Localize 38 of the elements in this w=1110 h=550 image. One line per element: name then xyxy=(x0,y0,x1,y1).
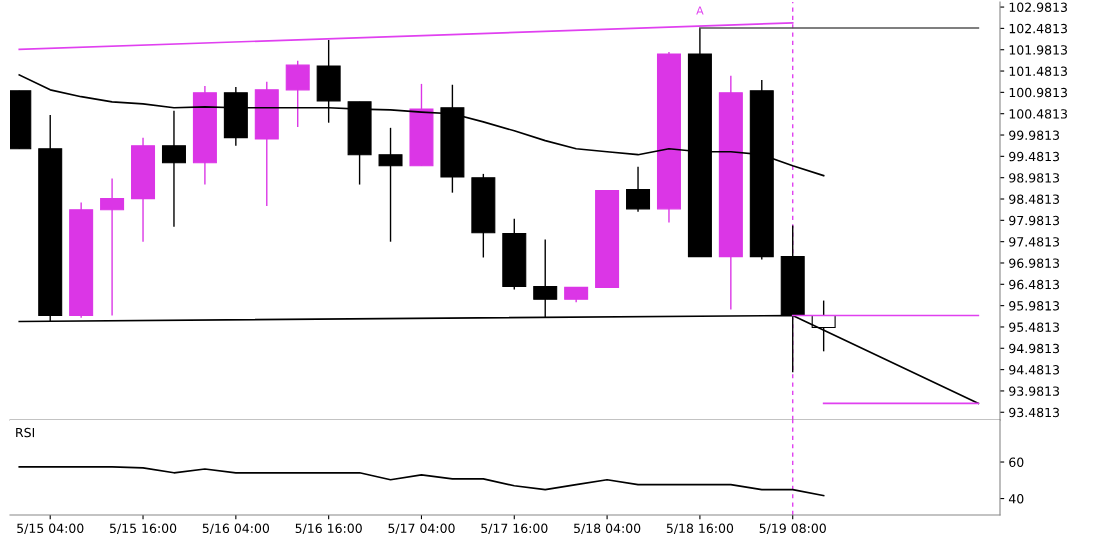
x-tick-label: 5/17 16:00 xyxy=(481,523,548,534)
y-tick-label: 98.4813 xyxy=(1009,194,1060,204)
annotation: A xyxy=(696,6,704,15)
candlestick xyxy=(100,177,125,317)
y-tick-label: 93.4813 xyxy=(1009,407,1060,418)
x-tick-label: 5/16 04:00 xyxy=(202,523,270,534)
y-tick-label: 101.4813 xyxy=(1009,66,1067,76)
x-tick-label: 5/18 04:00 xyxy=(574,523,641,534)
y-tick-label: 102.9813 xyxy=(1009,2,1067,12)
y-tick-label: 100.9813 xyxy=(1009,87,1067,98)
x-tick-label: 5/19 08:00 xyxy=(759,523,826,534)
y-tick-label: 99.4813 xyxy=(1009,151,1060,162)
y-tick-label: 95.9813 xyxy=(1009,301,1060,311)
y-tick-label: 40 xyxy=(1008,494,1024,504)
line-series xyxy=(18,466,825,497)
x-tick-label: 5/17 04:00 xyxy=(388,523,455,534)
y-tick-label: 102.4813 xyxy=(1009,23,1067,34)
y-tick-label: 99.9813 xyxy=(1009,130,1060,140)
y-tick-label: 101.9813 xyxy=(1009,45,1067,55)
candlestick xyxy=(378,127,403,243)
y-tick-label: 98.9813 xyxy=(1009,173,1060,183)
y-tick-label: 97.4813 xyxy=(1009,237,1060,247)
x-tick-label: 5/16 16:00 xyxy=(295,523,362,534)
y-tick-label: 94.9813 xyxy=(1009,343,1060,354)
candlestick xyxy=(626,165,651,213)
x-tick-label: 5/18 16:00 xyxy=(666,523,734,534)
candlestick xyxy=(161,110,186,228)
x-tick-label: 5/15 04:00 xyxy=(17,523,84,534)
y-tick-label: 96.4813 xyxy=(1009,279,1060,290)
y-tick-label: 94.4813 xyxy=(1009,365,1060,375)
y-tick-label: 93.9813 xyxy=(1009,386,1060,396)
y-tick-label: 60 xyxy=(1009,457,1024,467)
y-tick-label: 96.9813 xyxy=(1009,258,1060,268)
text: RSI xyxy=(16,427,35,438)
y-tick-label: 95.4813 xyxy=(1009,322,1060,332)
y-tick-label: 97.9813 xyxy=(1009,215,1060,226)
y-tick-label: 100.4813 xyxy=(1009,109,1067,119)
x-tick-label: 5/15 16:00 xyxy=(109,523,177,534)
